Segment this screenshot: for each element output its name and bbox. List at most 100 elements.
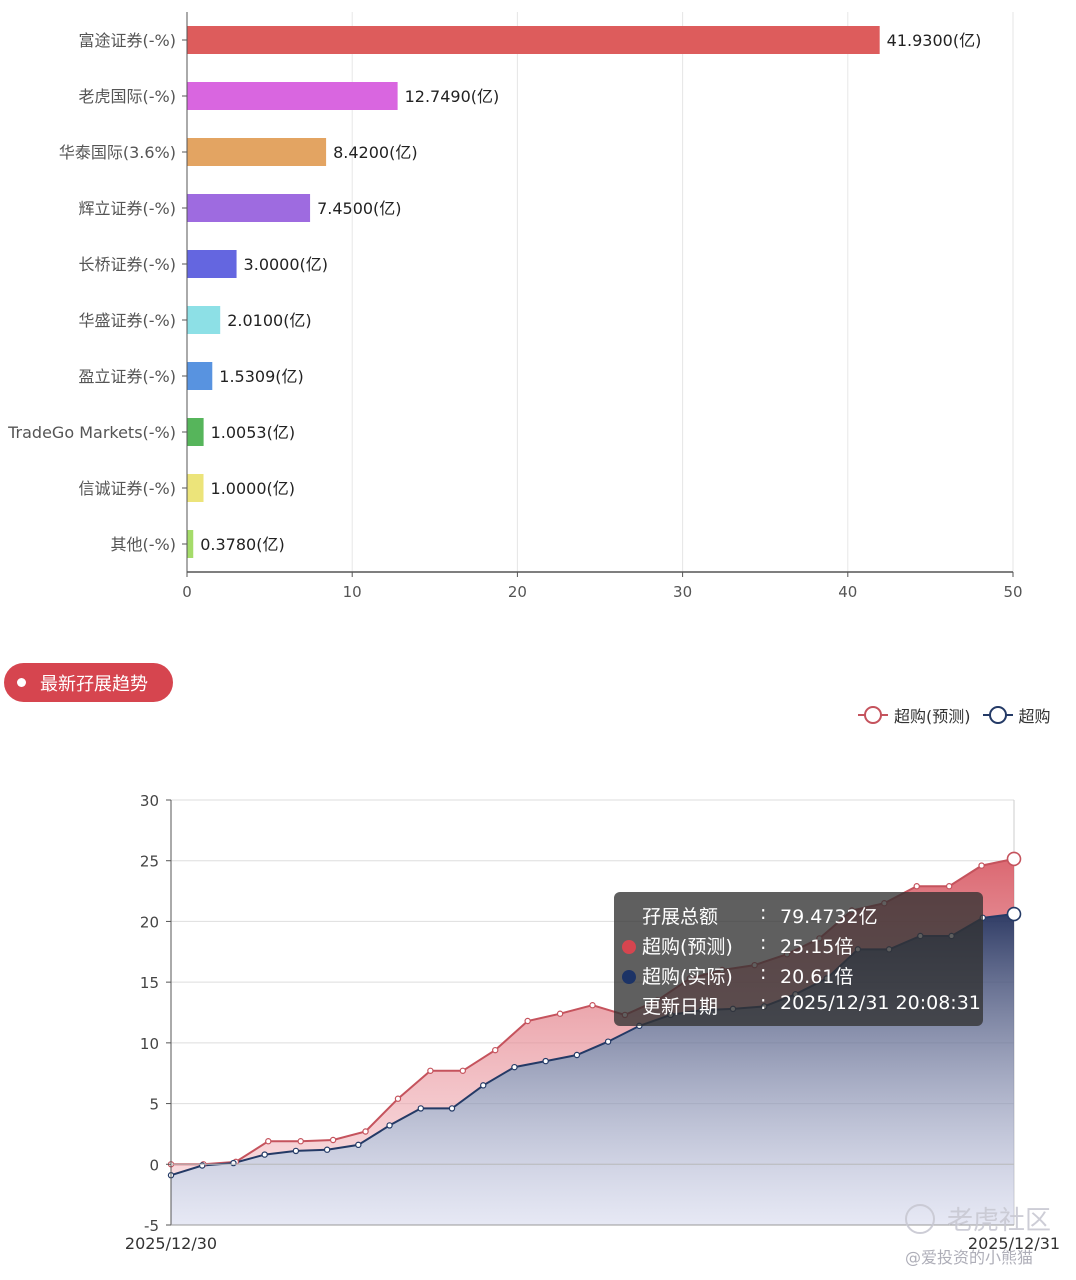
x-tick-label: 0 (182, 583, 192, 601)
data-point[interactable] (573, 1051, 581, 1059)
value-label: 1.0053(亿) (211, 423, 295, 442)
value-label: 3.0000(亿) (244, 255, 328, 274)
data-point[interactable] (480, 1082, 487, 1089)
forecast-area (171, 858, 1014, 1176)
tooltip-row: 超购(实际) : 20.61倍 (614, 962, 983, 992)
tooltip-value: 25.15倍 (780, 936, 854, 958)
y-tick-label: 20 (140, 913, 159, 931)
data-point[interactable] (511, 1063, 518, 1071)
bar[interactable] (187, 194, 311, 222)
category-label: 老虎国际(-%) (79, 87, 176, 106)
tooltip-value: 79.4732亿 (780, 906, 878, 928)
value-label: 12.7490(亿) (405, 87, 500, 106)
bar[interactable] (187, 530, 194, 558)
bar[interactable] (187, 250, 237, 278)
data-point[interactable] (556, 1010, 564, 1017)
tooltip-row: 超购(预测) : 25.15倍 (614, 932, 983, 962)
y-tick-label: 25 (140, 853, 159, 871)
line-chart-axes: -5 0 5 10 15 20 25 30 2025/12/30 2025/12/31 (125, 792, 1060, 1253)
x-tick-label: 10 (343, 583, 362, 601)
bar-chart-value-labels: 41.9300(亿) 12.7490(亿) 8.4200(亿) 7.4500(亿) 3.… (200, 31, 981, 554)
y-tick-label: 0 (149, 1156, 159, 1174)
bar[interactable] (187, 306, 221, 334)
legend-item-actual[interactable]: 超购 (982, 703, 1051, 727)
category-label: 长桥证券(-%) (79, 255, 176, 274)
data-point[interactable] (978, 862, 985, 869)
tooltip-label: 超购(实际) (642, 966, 733, 988)
x-label-end: 2025/12/31 (968, 1234, 1060, 1253)
category-label: 华盛证券(-%) (79, 311, 176, 330)
data-point[interactable] (604, 1038, 612, 1045)
data-point[interactable] (913, 883, 920, 890)
category-label: 盈立证券(-%) (79, 367, 176, 386)
data-point[interactable] (1006, 851, 1022, 867)
x-tick-label: 40 (838, 583, 857, 601)
tiger-logo-icon (905, 1203, 935, 1234)
value-label: 41.9300(亿) (887, 31, 982, 50)
value-label: 8.4200(亿) (333, 143, 417, 162)
x-tick-label: 50 (1003, 583, 1022, 601)
bar[interactable] (187, 138, 327, 166)
data-point[interactable] (362, 1128, 369, 1135)
data-point[interactable] (261, 1151, 268, 1158)
data-point[interactable] (297, 1138, 304, 1145)
y-tick-label: 5 (149, 1096, 159, 1114)
legend-actual-circle-icon (982, 705, 1013, 725)
data-point[interactable] (589, 1002, 596, 1009)
category-label: 信诚证券(-%) (79, 479, 176, 498)
broker-margin-bar-chart: 富途证券(-%) 老虎国际(-%) 华泰国际(3.6%) 辉立证券(-%) 长桥证券(-… (7, 12, 1023, 601)
category-label: 华泰国际(3.6%) (59, 143, 176, 162)
x-tick-label: 30 (673, 583, 692, 601)
data-tooltip: 孖展总额 : 79.4732亿 超购(预测) : 25.15倍 超购(实际) :… (614, 892, 983, 1026)
legend-forecast-circle-icon (858, 705, 888, 725)
data-point[interactable] (945, 883, 953, 890)
category-label: 辉立证券(-%) (79, 199, 176, 218)
legend-actual-label: 超购 (1018, 707, 1051, 726)
value-label: 0.3780(亿) (200, 535, 284, 554)
bar-chart-x-axis: 0 10 20 30 40 50 (182, 12, 1023, 601)
tooltip-label: 孖展总额 (642, 906, 719, 928)
data-point[interactable] (417, 1105, 424, 1112)
data-point[interactable] (524, 1017, 531, 1025)
legend-item-forecast[interactable]: 超购(预测) (858, 703, 971, 727)
x-tick-label: 20 (508, 583, 527, 601)
actual-dot-icon (622, 970, 636, 984)
data-point[interactable] (448, 1105, 456, 1112)
data-point[interactable] (427, 1067, 434, 1074)
section-title-pill[interactable]: 最新孖展趋势 (4, 663, 173, 702)
category-label: TradeGo Markets(-%) (7, 423, 176, 442)
forecast-dot-icon (622, 940, 636, 954)
y-tick-label: 15 (140, 974, 159, 992)
bar[interactable] (187, 82, 398, 110)
data-point[interactable] (492, 1046, 499, 1054)
bar-chart-bars (187, 26, 880, 558)
y-tick-label: 30 (140, 792, 159, 810)
tooltip-value: 2025/12/31 20:08:31 (780, 992, 981, 1014)
data-point[interactable] (230, 1159, 237, 1167)
tooltip-row: 孖展总额 : 79.4732亿 (614, 902, 983, 932)
category-label: 其他(-%) (111, 535, 176, 554)
data-point[interactable] (542, 1057, 549, 1065)
data-point[interactable] (459, 1067, 467, 1074)
data-point[interactable] (199, 1162, 206, 1169)
bar[interactable] (187, 418, 204, 446)
bar[interactable] (187, 474, 204, 502)
bar[interactable] (187, 362, 213, 390)
data-point[interactable] (323, 1146, 331, 1153)
data-point[interactable] (355, 1141, 362, 1149)
data-point[interactable] (394, 1095, 402, 1102)
data-point[interactable] (329, 1136, 337, 1144)
data-point[interactable] (292, 1147, 300, 1155)
bar[interactable] (187, 26, 880, 54)
data-point[interactable] (1006, 906, 1022, 922)
value-label: 1.0000(亿) (211, 479, 295, 498)
data-point[interactable] (386, 1122, 393, 1129)
data-point[interactable] (265, 1138, 272, 1145)
value-label: 7.4500(亿) (317, 199, 401, 218)
bullet-dot-icon (17, 678, 26, 687)
tooltip-label: 超购(预测) (642, 936, 733, 958)
bar-chart-category-labels: 富途证券(-%) 老虎国际(-%) 华泰国际(3.6%) 辉立证券(-%) 长桥证券(-… (7, 31, 176, 554)
tooltip-colon: : (760, 962, 767, 984)
legend-forecast-label: 超购(预测) (894, 707, 971, 726)
watermark-author: @爱投资的小熊猫 (905, 1248, 1034, 1267)
